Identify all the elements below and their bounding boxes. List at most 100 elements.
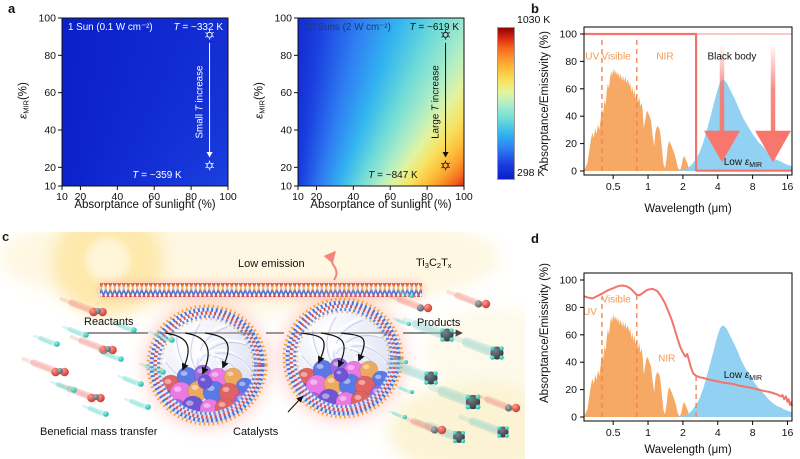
- co2-molecule-icon: [69, 335, 117, 355]
- annotation-label: UV: [585, 51, 599, 62]
- methane-molecule-icon: [402, 317, 454, 342]
- hollow-sphere-reactor: [280, 295, 406, 421]
- chart-text: 40: [565, 357, 577, 369]
- catalysts-pointer-arrow: [287, 395, 304, 413]
- colorbar-max-label: 1030 K: [517, 14, 551, 26]
- chart-text: 20: [311, 191, 323, 203]
- axis-label-y-1sun: εMIR(%): [17, 82, 31, 119]
- chart-text: 4: [715, 427, 721, 439]
- gas-molecule-icon: [117, 374, 144, 387]
- chart-text: 0: [571, 412, 577, 424]
- colorbar-min-label: 298 K: [517, 167, 545, 179]
- chart-text: 10: [56, 191, 68, 203]
- temperature-point-marker: [441, 160, 450, 171]
- heatmap-title: 20 Suns (2 W cm⁻²): [304, 22, 391, 33]
- panel-label-d: d: [531, 231, 539, 246]
- chart-text: 80: [185, 191, 197, 203]
- gas-molecule-icon: [389, 355, 408, 364]
- chart-text: 1: [645, 181, 651, 193]
- annotation-label: UV: [583, 307, 597, 318]
- annotation-label: Visible: [601, 295, 631, 306]
- temperature-increase-label: Large T increase: [431, 65, 442, 139]
- gas-molecule-icon: [62, 325, 89, 338]
- axis-label-x-b: Wavelength (μm): [644, 203, 732, 215]
- temperature-point-marker: [205, 160, 214, 171]
- heatmap-20suns: [298, 18, 464, 186]
- solar_spectrum-area: [584, 314, 698, 417]
- chart-text: 40: [44, 125, 56, 137]
- chart-text: 100: [559, 275, 577, 287]
- products-label: Products: [417, 317, 461, 329]
- chart-text: 16: [782, 181, 794, 193]
- mass-transfer-arrow: [340, 332, 365, 362]
- heatmap-title: 1 Sun (0.1 W cm⁻²): [68, 22, 153, 33]
- chart-text: 80: [565, 302, 577, 314]
- chart-text: 60: [565, 83, 577, 95]
- gas-molecule-icon: [97, 349, 124, 362]
- temperature-point-marker: [441, 29, 450, 40]
- chart-text: T = ~847 K: [368, 170, 418, 181]
- co-molecule-icon: [446, 290, 491, 309]
- chart-text: 20: [280, 162, 292, 174]
- annotation-label: NIR: [656, 51, 673, 62]
- chart-text: 20: [75, 191, 87, 203]
- gas-molecule-icon: [395, 385, 414, 394]
- chart-text: 100: [38, 13, 56, 25]
- mass-transfer-arrow: [320, 332, 345, 368]
- co2-molecule-icon: [59, 297, 107, 317]
- mxene-formula-label: Ti3C2Tx: [416, 257, 452, 270]
- methane-molecule-icon: [386, 360, 438, 385]
- chart-text: 80: [565, 56, 577, 68]
- low-emission-label: Low emission: [238, 258, 305, 270]
- chart-text: 60: [565, 329, 577, 341]
- chart-text: 8: [750, 427, 756, 439]
- annotation-label: NIR: [658, 354, 675, 365]
- axis-label-x-1sun: Absorptance of sunlight (%): [74, 199, 216, 211]
- heatmap-axes-overlay: 10 20 40 60 80 100 100 80 60 40 20 10 1 Sun (0.1 W c…: [38, 13, 472, 204]
- methane-molecule-icon: [452, 335, 504, 360]
- annotation-label: Black body: [707, 51, 756, 62]
- chart-text: T = ~332 K: [174, 22, 224, 33]
- warm-glow: [388, 382, 525, 459]
- panel-label-c: c: [2, 229, 10, 244]
- temperature-increase-label: Small T increase: [195, 65, 206, 139]
- chart-text: 8: [750, 181, 756, 193]
- chart-text: 20: [44, 162, 56, 174]
- chart-text: 60: [44, 87, 56, 99]
- gas-molecule-icon: [110, 320, 137, 333]
- chart-text: 40: [280, 125, 292, 137]
- heatmap-1sun: [62, 18, 228, 186]
- chart-text: 100: [274, 13, 292, 25]
- methane-molecule-icon: [458, 414, 509, 438]
- chart-text: 100: [219, 191, 237, 203]
- gas-molecule-icon: [392, 317, 411, 326]
- co2-molecule-icon: [21, 357, 69, 377]
- catalysts-label: Catalysts: [233, 426, 279, 438]
- annotation-label: Low εMIR: [724, 370, 762, 382]
- chart-text: 60: [384, 191, 396, 203]
- mass-transfer-arrow: [300, 332, 325, 364]
- co-molecule-icon: [476, 394, 521, 413]
- gas-molecule-icon: [395, 289, 414, 298]
- axis-label-x-d: Wavelength (μm): [644, 444, 732, 456]
- chart-text: 100: [559, 29, 577, 41]
- heatmap-frame: [61, 17, 229, 187]
- axis-label-x-20suns: Absorptance of sunlight (%): [310, 199, 452, 211]
- mass-transfer-arrow: [164, 332, 189, 371]
- axis-label-y-b: Absorptance/Emissivity (%): [539, 31, 551, 171]
- mxene-sheet: [98, 281, 424, 299]
- chart-text: T = ~359 K: [132, 170, 182, 181]
- spectrum-chart-mxene: UV Visible NIR Low εMIR 0.5 1 2 4 8 16 0 20 40 60 80 10…: [559, 272, 793, 439]
- gas-molecule-icon: [82, 404, 109, 417]
- schematic-illustration: [0, 232, 525, 459]
- beneficial-mass-transfer-label: Beneficial mass transfer: [40, 426, 158, 438]
- chart-text: 0.5: [606, 427, 621, 439]
- chart-text: 80: [280, 50, 292, 62]
- emission-arrow-icon: [323, 250, 338, 281]
- chart-text: 60: [280, 87, 292, 99]
- solar_spectrum-area: [584, 68, 698, 171]
- chart-text: 10: [292, 191, 304, 203]
- gas-molecule-icon: [148, 330, 175, 343]
- chart-text: 10: [44, 181, 56, 193]
